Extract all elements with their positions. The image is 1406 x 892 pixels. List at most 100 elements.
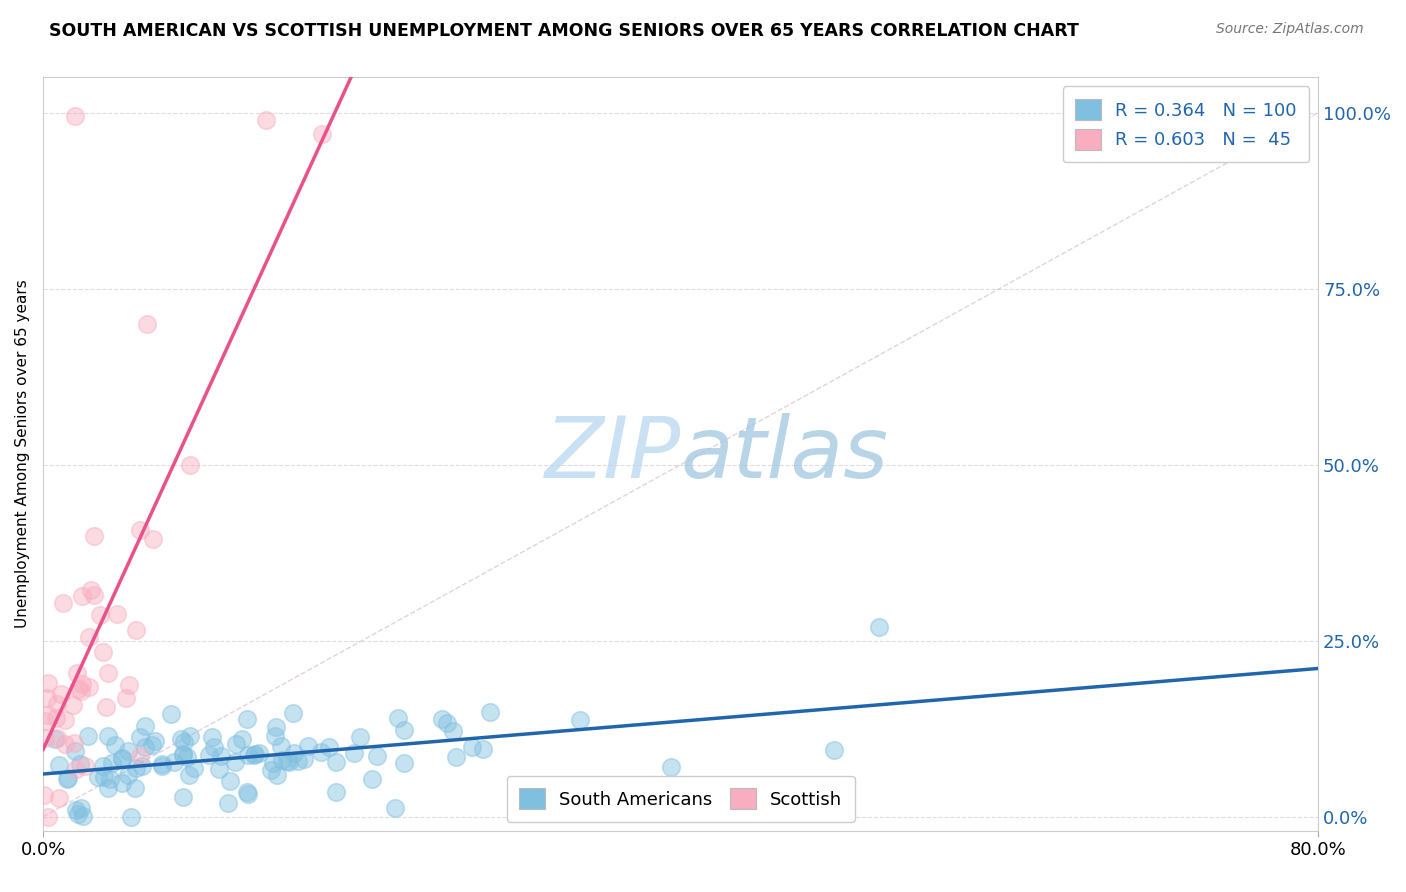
Point [266,768,288,782]
Point [129,524,152,538]
Point [247,746,270,760]
Point [120,810,142,824]
Point [37,708,59,723]
Point [94,699,117,714]
Point [35,690,58,705]
Point [66,682,89,697]
Point [224,755,246,769]
Point [53,737,76,751]
Point [104,738,127,752]
Point [292,752,315,766]
Point [264,720,287,734]
Point [283,746,305,760]
Point [202,740,225,755]
Point [111,751,134,765]
Point [65,665,87,680]
Point [34,731,56,746]
Point [46,731,69,745]
Point [366,749,388,764]
Point [101,756,124,770]
Point [231,732,253,747]
Point [70,801,93,815]
Point [325,785,347,799]
Point [179,729,201,743]
Point [243,747,266,762]
Point [297,739,319,753]
Point [479,705,502,719]
Point [37,810,59,824]
Point [172,790,194,805]
Point [311,127,333,141]
Point [93,770,115,784]
Point [179,458,201,472]
Point [91,645,114,659]
Point [287,754,309,768]
Point [177,768,200,782]
Point [117,768,139,782]
Point [176,750,198,764]
Text: Source: ZipAtlas.com: Source: ZipAtlas.com [1216,22,1364,37]
Point [278,755,301,769]
Point [361,772,384,786]
Point [218,774,240,789]
Point [80,583,103,598]
Point [98,772,121,786]
Point [142,532,165,546]
Point [45,697,67,711]
Point [63,109,86,123]
Point [208,762,231,776]
Point [568,713,591,727]
Point [201,731,224,745]
Point [211,748,233,763]
Point [63,736,86,750]
Point [387,710,409,724]
Text: atlas: atlas [681,413,889,496]
Point [392,723,415,737]
Point [65,803,87,817]
Point [172,747,194,761]
Point [111,752,134,766]
Point [83,529,105,543]
Point [243,748,266,763]
Point [73,759,96,773]
Point [217,796,239,810]
Point [63,744,86,758]
Point [70,677,93,691]
Point [87,770,110,784]
Point [141,738,163,752]
Point [318,740,340,755]
Point [172,747,194,762]
Point [131,758,153,772]
Point [66,806,89,821]
Point [472,741,495,756]
Point [235,713,257,727]
Point [79,631,101,645]
Point [111,776,134,790]
Point [384,800,406,814]
Point [150,756,173,771]
Point [56,771,79,785]
Point [430,712,453,726]
Point [236,785,259,799]
Point [436,715,458,730]
Point [823,743,845,757]
Point [128,731,150,745]
Point [72,589,94,603]
Point [56,772,79,786]
Point [143,734,166,748]
Point [441,724,464,739]
Point [97,780,120,795]
Point [124,761,146,775]
Point [225,738,247,752]
Point [49,687,72,701]
Y-axis label: Unemployment Among Seniors over 65 years: Unemployment Among Seniors over 65 years [15,280,30,629]
Point [183,761,205,775]
Point [65,762,87,776]
Point [117,744,139,758]
Point [129,749,152,764]
Point [115,691,138,706]
Point [97,666,120,681]
Point [349,730,371,744]
Point [276,754,298,768]
Point [160,707,183,722]
